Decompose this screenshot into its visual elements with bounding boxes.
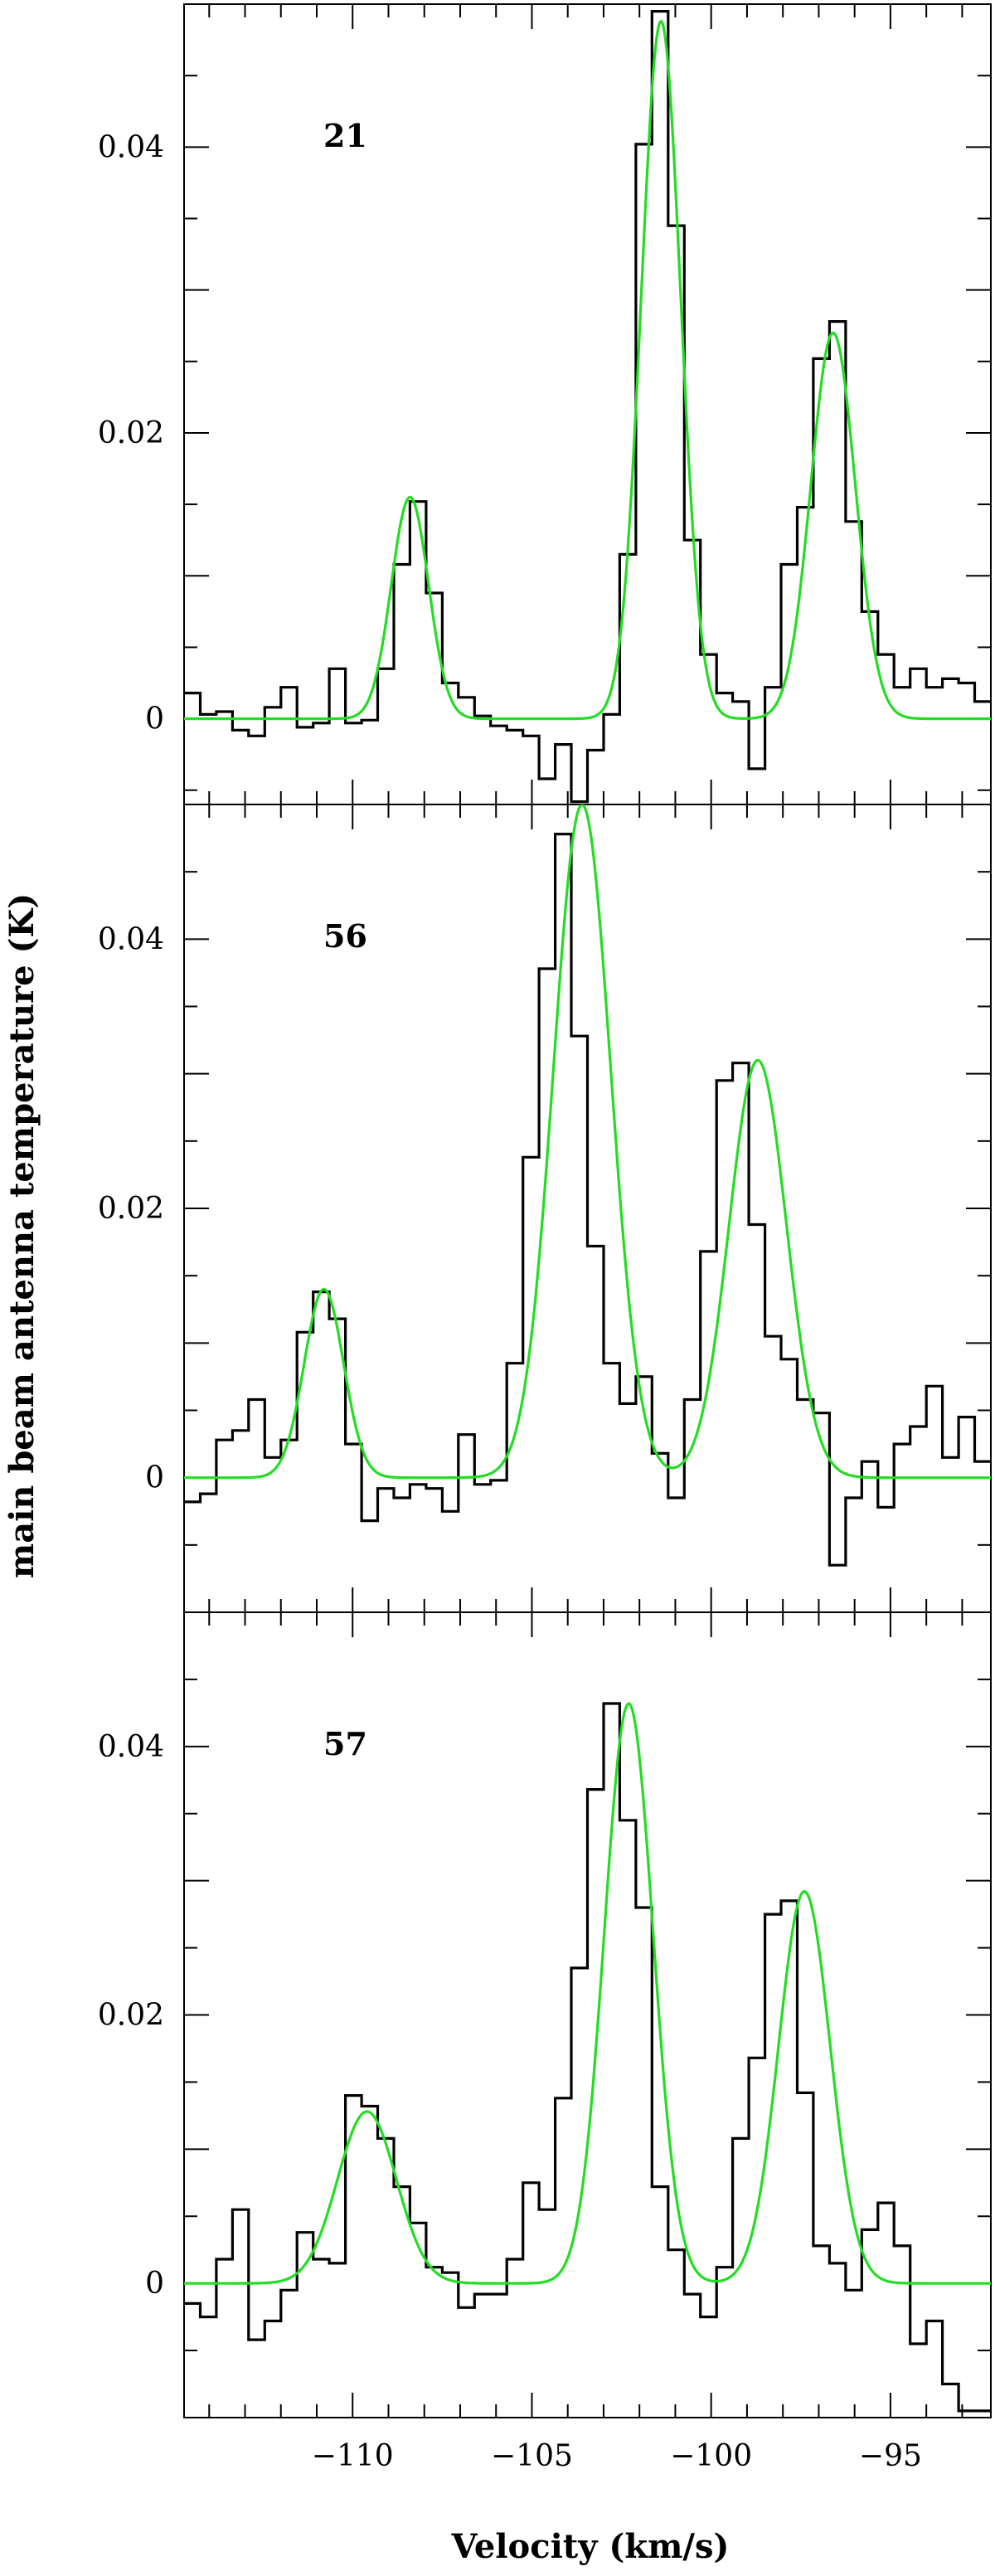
x-tick-label: −110 [312, 2439, 394, 2473]
y-tick-label: 0.04 [98, 922, 164, 956]
panel-57: 0 0.02 0.04 57 −110 −105 −100 −95 [98, 1611, 992, 2473]
observed-spectrum [184, 10, 991, 804]
y-tick-label: 0.02 [98, 1192, 164, 1226]
y-axis-title: main beam antenna temperature (K) [2, 893, 41, 1578]
y-tick-label: 0.04 [98, 1730, 164, 1764]
observed-spectrum [184, 1702, 991, 2413]
panel-label: 56 [323, 917, 367, 955]
panel-21: 0 0.02 0.04 21 [98, 3, 992, 805]
gaussian-fit [184, 19, 991, 721]
panel-label: 21 [323, 117, 367, 154]
y-tick-label: 0.04 [98, 130, 164, 164]
x-axis-title: Velocity (km/s) [451, 2527, 730, 2566]
x-tick-label: −95 [859, 2439, 922, 2473]
x-tick-label: −105 [491, 2439, 573, 2473]
y-tick-label: 0.02 [98, 1999, 164, 2033]
observed-spectrum [184, 833, 991, 1567]
y-tick-label: 0.02 [98, 416, 164, 450]
panel-56: 0 0.02 0.04 56 [98, 804, 992, 1613]
gaussian-fit [184, 1702, 991, 2285]
y-tick-label: 0 [145, 1461, 164, 1495]
y-tick-label: 0 [145, 702, 164, 736]
panel-frame [183, 3, 992, 805]
x-tick-label: −100 [670, 2439, 752, 2473]
y-tick-label: 0 [145, 2267, 164, 2301]
panel-frame [183, 1611, 992, 2418]
panel-label: 57 [323, 1725, 367, 1762]
gaussian-fit [184, 804, 991, 1480]
